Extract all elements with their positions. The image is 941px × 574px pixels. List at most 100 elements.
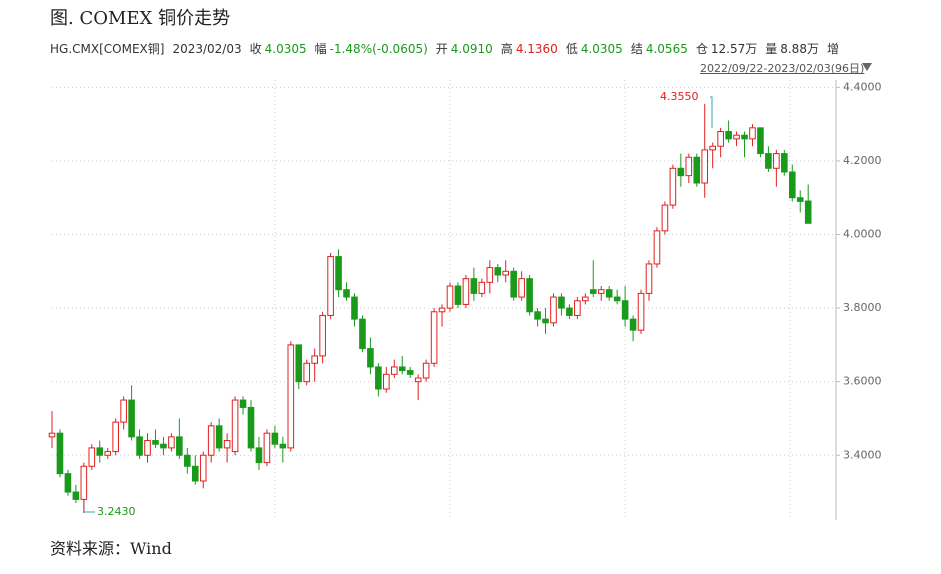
candle-body — [470, 278, 478, 294]
header-item: 量 8.88万 — [765, 42, 819, 56]
header-value: 8.88万 — [780, 42, 819, 56]
candle-body — [454, 285, 462, 305]
candle-body — [757, 127, 764, 155]
candle-body — [359, 318, 366, 350]
header-label: 收 — [249, 42, 262, 56]
candle-body — [669, 167, 677, 206]
header-item: 增 — [827, 42, 839, 56]
candle-body — [438, 307, 446, 313]
candle-body — [717, 131, 724, 147]
candle-body — [685, 156, 693, 177]
candle-body — [390, 366, 398, 375]
candle-body — [406, 370, 414, 375]
header-value: 12.57万 — [710, 42, 758, 56]
candle-body — [120, 399, 127, 423]
candle-body — [478, 281, 486, 294]
candle-body — [72, 491, 80, 500]
candle-body — [741, 134, 748, 140]
header-value: -1.48%(-0.0605) — [329, 42, 428, 56]
candle-body — [804, 200, 812, 224]
candle-body — [637, 292, 645, 331]
candle-body — [430, 311, 438, 364]
candle-body — [327, 256, 334, 316]
candle-body — [661, 204, 669, 232]
candle-body — [725, 131, 732, 140]
candle-body — [80, 465, 88, 500]
candle-body — [558, 296, 565, 309]
candle-body — [351, 296, 358, 320]
header-item: 开 4.0910 — [436, 42, 493, 56]
candle-body — [152, 440, 159, 445]
candle-body — [56, 432, 64, 475]
header-label: 增 — [826, 42, 839, 56]
candle-body — [526, 278, 533, 313]
candle-body — [518, 278, 525, 298]
candle-body — [96, 447, 104, 456]
candle-body — [462, 278, 470, 305]
header-label: 高 — [500, 42, 513, 56]
candle-body — [207, 425, 215, 456]
candle-body — [645, 263, 653, 294]
candle-body — [494, 267, 502, 276]
candle-body — [574, 300, 581, 316]
annotation-line — [710, 96, 713, 128]
header-item: 幅 -1.48%(-0.0605) — [315, 42, 428, 56]
candle-body — [582, 296, 589, 302]
candle-body — [502, 270, 510, 276]
candle-body — [749, 127, 756, 140]
candle-body — [597, 289, 605, 294]
candle-body — [550, 296, 557, 324]
header-item: 收 4.0305 — [250, 42, 307, 56]
candle-body — [303, 362, 311, 383]
candle-body — [709, 145, 716, 151]
candle-body — [136, 436, 143, 456]
candle-body — [398, 366, 406, 372]
candle-body — [263, 432, 271, 464]
candle-body — [335, 256, 342, 291]
header-item: 低 4.0305 — [566, 42, 623, 56]
candle-body — [765, 153, 772, 169]
candle-body — [160, 443, 167, 449]
candle-body — [677, 167, 685, 177]
y-tick-label: 3.4000 — [843, 448, 882, 461]
candle-body — [287, 344, 295, 449]
candle-body — [375, 366, 382, 390]
candle-body — [613, 296, 621, 302]
header-label: 仓 — [695, 42, 708, 56]
candle-body — [48, 432, 56, 438]
y-tick-label: 3.6000 — [843, 375, 882, 388]
header-label: HG.CMX[COMEX铜] — [50, 42, 165, 56]
candle-body — [566, 307, 573, 316]
candle-body — [773, 153, 780, 169]
candle-body — [88, 447, 96, 467]
y-tick-label: 3.8000 — [843, 301, 882, 314]
date-range[interactable]: 2022/09/22-2023/02/03(96日) — [700, 62, 865, 75]
candle-body — [239, 399, 247, 408]
candle-body — [128, 399, 135, 438]
chart-title: 图. COMEX 铜价走势 — [50, 8, 231, 29]
candle-body — [701, 149, 709, 184]
candle-body — [510, 270, 517, 298]
candle-body — [311, 355, 318, 364]
candle-body — [486, 267, 494, 283]
annotation: 4.3550 — [660, 90, 699, 103]
header-item: 结 4.0565 — [631, 42, 688, 56]
header-label: 开 — [435, 42, 448, 56]
dropdown-arrow[interactable] — [862, 63, 872, 71]
candle-body — [621, 300, 629, 320]
header-item: HG.CMX[COMEX铜] — [50, 42, 164, 56]
y-tick-label: 4.0000 — [843, 228, 882, 241]
header-value: 4.0305 — [580, 42, 623, 56]
candle-body — [629, 318, 637, 331]
candle-body — [383, 373, 390, 390]
candle-body — [279, 443, 287, 449]
candle-body — [796, 197, 804, 202]
header-label: 幅 — [314, 42, 327, 56]
header-label: 2023/02/03 — [172, 42, 242, 56]
header-value: 4.0565 — [645, 42, 688, 56]
candle-body — [104, 451, 112, 456]
candle-body — [295, 344, 303, 383]
header-label: 结 — [630, 42, 643, 56]
candle-body — [191, 465, 199, 482]
